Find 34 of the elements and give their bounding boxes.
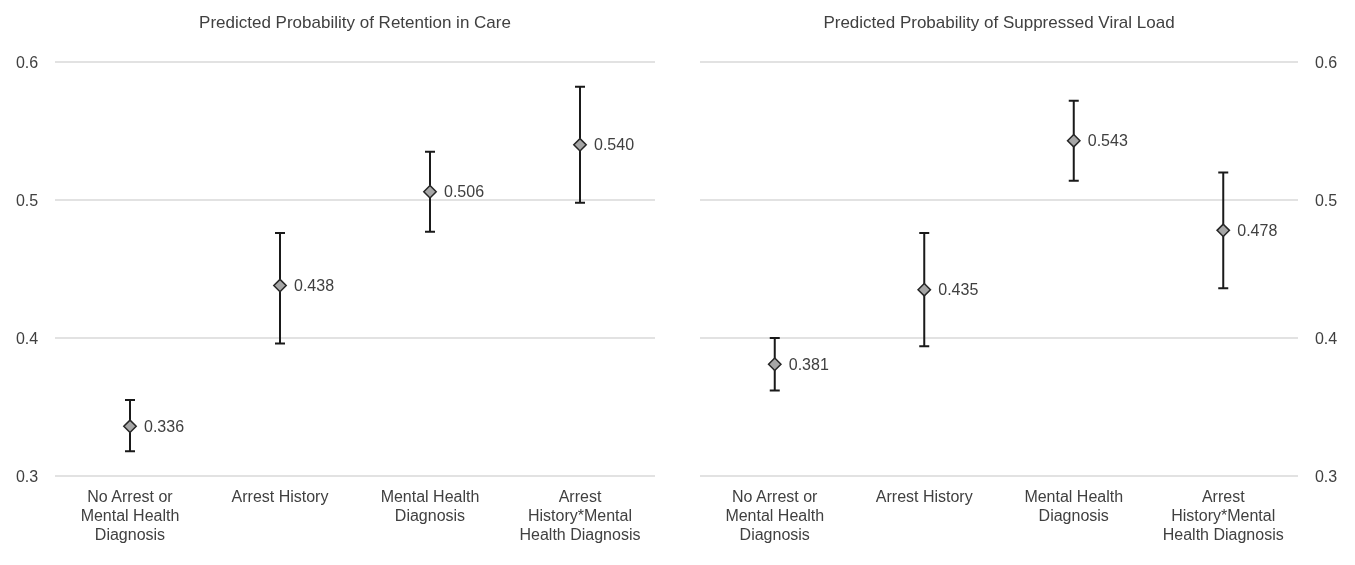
y2-tick-label: 0.6 — [1314, 53, 1338, 71]
point — [1066, 133, 1081, 148]
chart-title: Predicted Probability of Suppressed Viral Load — [823, 13, 1175, 32]
data-label: 0.543 — [1087, 132, 1128, 150]
x-tick-label: Arrest History — [231, 488, 329, 505]
x-tick-label: No Arrest or Mental Health Diagnosis — [80, 488, 180, 543]
point — [767, 357, 782, 372]
x-tick-label: Arrest History*Mental Health Diagnosis — [519, 488, 641, 543]
data-label: 0.381 — [788, 355, 829, 373]
point — [273, 278, 287, 293]
y-tick-label: 0.6 — [15, 53, 39, 71]
data-label: 0.435 — [938, 281, 979, 299]
y-tick-label: 0.5 — [15, 191, 39, 209]
x-tick-label: Arrest History — [875, 488, 973, 505]
x-tick-label: No Arrest or Mental Health Diagnosis — [725, 488, 825, 543]
data-label: 0.540 — [594, 136, 635, 154]
point — [123, 419, 137, 434]
y2-tick-label: 0.4 — [1314, 329, 1338, 347]
point — [1216, 223, 1231, 238]
chart-title: Predicted Probability of Retention in Care — [199, 13, 511, 32]
x-tick-label: Mental Health Diagnosis — [1024, 488, 1124, 524]
data-label: 0.478 — [1237, 221, 1278, 239]
y-tick-label: 0.3 — [15, 467, 39, 485]
data-label: 0.438 — [294, 277, 335, 295]
x-tick-label: Arrest History*Mental Health Diagnosis — [1162, 488, 1284, 543]
data-label: 0.336 — [144, 417, 185, 435]
y2-tick-label: 0.5 — [1314, 191, 1338, 209]
point — [423, 184, 437, 199]
x-tick-label: Mental Health Diagnosis — [380, 488, 480, 524]
point — [573, 137, 587, 152]
point — [917, 282, 932, 297]
y2-tick-label: 0.3 — [1314, 467, 1338, 485]
y-tick-label: 0.4 — [15, 329, 39, 347]
data-label: 0.506 — [444, 183, 485, 201]
